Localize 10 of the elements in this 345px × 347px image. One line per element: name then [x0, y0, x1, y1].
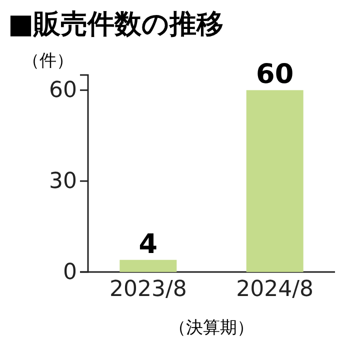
- x-tick-label: 2023/8: [109, 276, 187, 302]
- x-tick-label: 2024/8: [236, 276, 314, 302]
- y-tick-label: 30: [49, 169, 77, 194]
- x-axis-title: （決算期）: [169, 318, 254, 338]
- y-tick-label: 0: [63, 260, 77, 286]
- y-tick-label: 60: [49, 78, 77, 104]
- y-axis-title: （件）: [22, 51, 74, 71]
- chart-title: ■販売件数の推移: [8, 9, 224, 40]
- data-label: 4: [138, 228, 158, 260]
- data-label: 60: [256, 59, 294, 90]
